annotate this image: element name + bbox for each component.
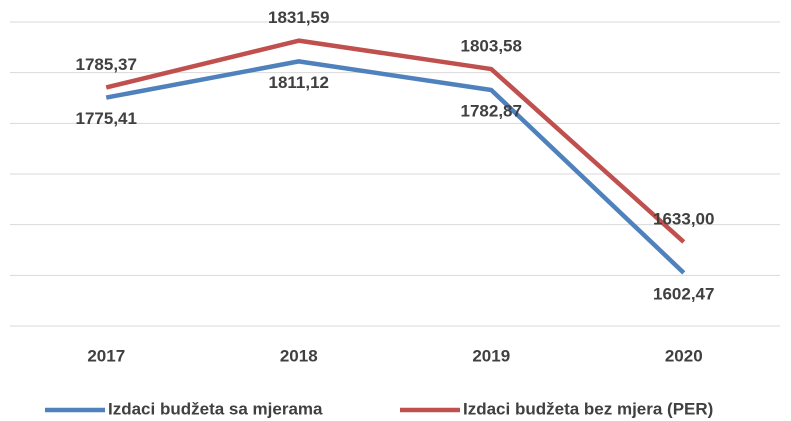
x-tick-label: 2017 bbox=[87, 346, 125, 365]
x-tick-label: 2020 bbox=[665, 346, 703, 365]
series-line bbox=[105, 59, 686, 275]
legend-label: Izdaci budžeta bez mjera (PER) bbox=[463, 399, 713, 418]
data-label: 1831,59 bbox=[268, 8, 329, 27]
x-tick-label: 2019 bbox=[472, 346, 510, 365]
legend-label: Izdaci budžeta sa mjerama bbox=[108, 399, 323, 418]
x-tick-label: 2018 bbox=[280, 346, 318, 365]
data-label: 1782,87 bbox=[461, 102, 522, 121]
data-label: 1775,41 bbox=[76, 109, 137, 128]
data-label: 1602,47 bbox=[653, 284, 714, 303]
legend: Izdaci budžeta sa mjerama Izdaci budžeta … bbox=[45, 399, 713, 418]
data-label: 1785,37 bbox=[76, 55, 137, 74]
series-line bbox=[105, 38, 686, 244]
data-label: 1811,12 bbox=[268, 73, 329, 92]
data-label: 1803,58 bbox=[461, 37, 522, 56]
data-label: 1633,00 bbox=[653, 209, 714, 228]
